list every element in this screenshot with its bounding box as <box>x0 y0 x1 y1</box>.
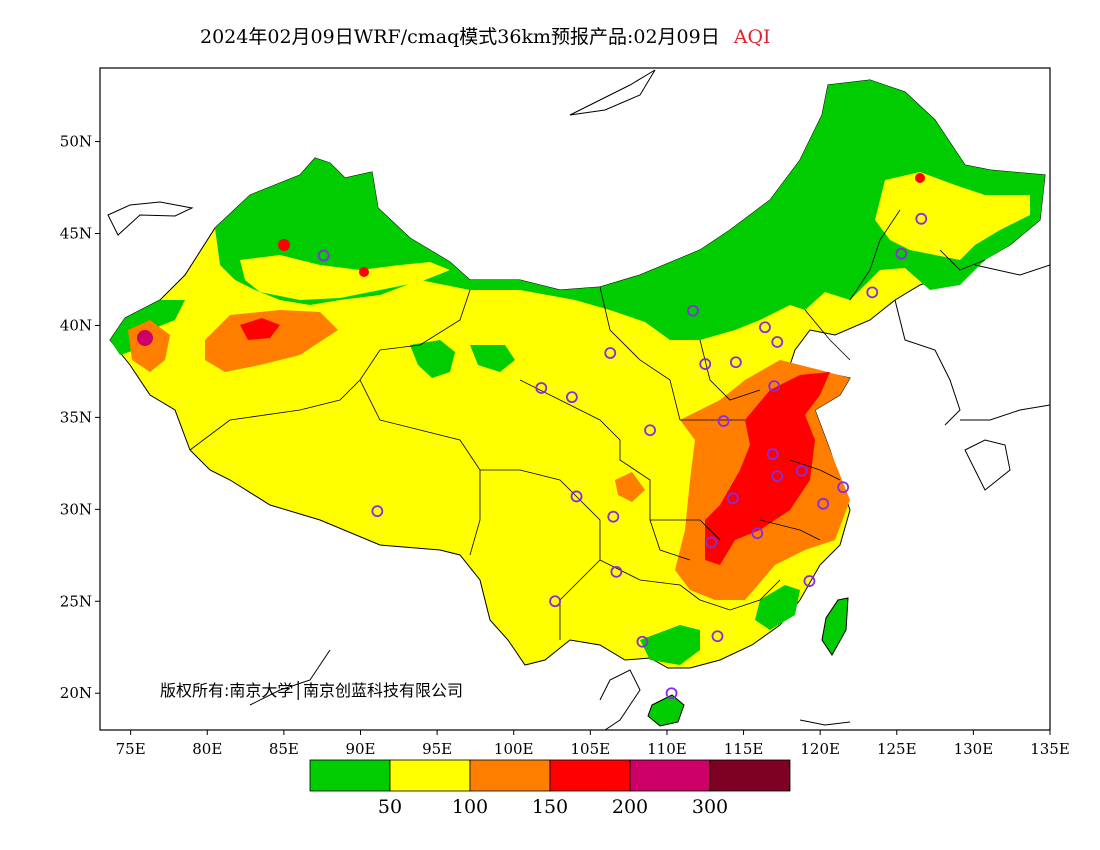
aqi-hotspot-1 <box>278 239 290 251</box>
coastline-southeast-asia <box>249 649 851 730</box>
lon-tick-label: 105E <box>571 740 611 758</box>
coastline-korea-japan <box>894 264 1050 491</box>
lon-tick-label: 110E <box>647 740 687 758</box>
city-marker <box>371 505 384 518</box>
title-product: AQI <box>733 26 771 48</box>
map-frame <box>99 67 1051 731</box>
aqi-red-tarim <box>240 318 280 340</box>
city-marker <box>610 565 623 578</box>
lon-tick-label: 95E <box>422 740 452 758</box>
province-borders <box>189 209 986 640</box>
lon-tick-label: 85E <box>269 740 299 758</box>
legend-label: 100 <box>452 796 488 818</box>
city-marker <box>771 336 784 348</box>
legend-label: 300 <box>692 796 728 818</box>
coastline-caspian <box>107 201 194 236</box>
city-marker <box>837 481 850 494</box>
city-marker <box>726 492 739 505</box>
aqi-yellow-inner-ne <box>875 172 1030 260</box>
aqi-legend: 50 100 150 200 300 <box>309 759 791 818</box>
city-marker <box>771 470 784 483</box>
lon-tick-label: 90E <box>345 740 375 758</box>
taiwan-island <box>821 597 849 656</box>
aqi-orange-chongqing <box>615 472 645 502</box>
city-marker <box>604 347 617 359</box>
city-marker <box>803 575 816 587</box>
city-marker <box>699 358 712 370</box>
lon-tick-label: 75E <box>116 740 146 758</box>
aqi-orange-kashgar <box>128 320 170 372</box>
city-marker <box>570 490 583 503</box>
aqi-red-central-east <box>705 372 830 565</box>
lat-tick-label: 40N <box>60 316 92 334</box>
lat-tick-label: 30N <box>60 500 92 518</box>
legend-swatch <box>709 759 791 792</box>
city-marker <box>687 304 699 317</box>
legend-swatch <box>629 759 711 792</box>
axis-ticks: 75E 80E 85E 90E 95E 100E 105E 110E 115E 120E 125E 1… <box>60 133 1070 758</box>
lon-tick-label: 135E <box>1030 740 1070 758</box>
aqi-orange-tarim <box>205 310 338 372</box>
city-marker <box>711 630 724 643</box>
coastline-baikal <box>569 69 656 116</box>
lon-tick-label: 120E <box>800 740 840 758</box>
city-marker <box>729 356 742 369</box>
city-marker <box>644 424 656 437</box>
city-marker <box>817 497 830 510</box>
lon-tick-label: 125E <box>877 740 917 758</box>
city-marker <box>915 212 928 225</box>
city-marker <box>607 510 620 523</box>
aqi-purple-kashgar <box>137 330 153 346</box>
map-area <box>107 69 1050 730</box>
legend-label: 200 <box>612 796 648 818</box>
map-title: 2024年02月09日WRF/cmaq模式36km预报产品:02月09日 AQI <box>200 22 960 50</box>
city-marker <box>705 536 718 549</box>
aqi-green-south-2 <box>755 585 800 630</box>
lat-tick-label: 25N <box>60 592 92 610</box>
aqi-green-tibet-1 <box>410 340 455 378</box>
legend-swatch <box>469 759 551 792</box>
city-marker <box>751 527 764 540</box>
city-marker <box>795 464 808 477</box>
aqi-yellow-xinjiang <box>240 255 450 300</box>
city-marker <box>717 415 730 427</box>
city-marker <box>665 687 678 700</box>
title-main: 2024年02月09日WRF/cmaq模式36km预报产品:02月09日 <box>200 26 720 48</box>
legend-swatch <box>549 759 631 792</box>
aqi-green-tibet-2 <box>470 345 515 372</box>
city-marker <box>895 247 908 260</box>
lat-tick-label: 45N <box>60 225 92 243</box>
copyright-credit: 版权所有:南京大学│南京创蓝科技有限公司 <box>160 680 463 700</box>
lon-tick-label: 130E <box>954 740 994 758</box>
lat-tick-label: 20N <box>60 684 92 702</box>
city-marker <box>766 448 779 461</box>
city-marker <box>866 286 879 299</box>
legend-label: 50 <box>378 796 402 818</box>
legend-swatch <box>389 759 471 792</box>
legend-label: 150 <box>532 796 568 818</box>
lon-tick-label: 115E <box>724 740 764 758</box>
city-markers <box>317 212 928 700</box>
aqi-green-south-1 <box>640 625 700 665</box>
legend-swatch <box>309 759 391 792</box>
city-marker <box>549 595 561 608</box>
city-marker <box>636 635 649 648</box>
city-marker <box>566 391 578 404</box>
lon-tick-label: 80E <box>192 740 222 758</box>
aqi-hotspot-2 <box>359 267 369 277</box>
city-marker <box>759 321 771 334</box>
city-marker <box>768 380 781 393</box>
lat-tick-label: 50N <box>60 133 92 151</box>
hainan-island <box>647 694 685 727</box>
aqi-hotspot-3 <box>915 173 925 183</box>
city-marker <box>317 249 330 262</box>
city-marker <box>535 382 548 394</box>
lat-tick-label: 35N <box>60 408 92 426</box>
lon-tick-label: 100E <box>494 740 534 758</box>
